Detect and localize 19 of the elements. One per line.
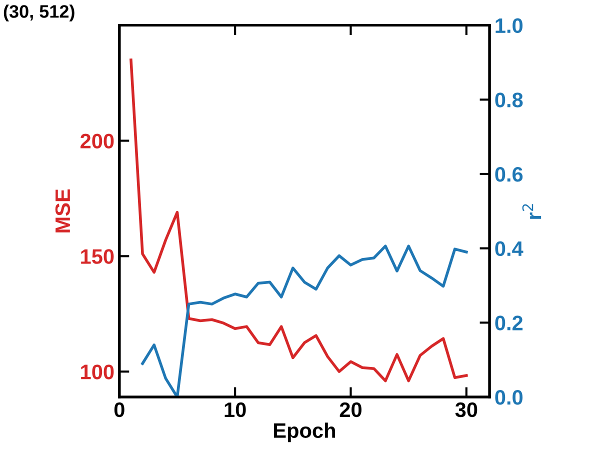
x-tick-label: 10 (224, 402, 246, 418)
y2-tick-label: 0.4 (495, 241, 524, 256)
y2-axis-title: r$^{2}$ (522, 204, 542, 219)
text: (30, 512) (4, 4, 74, 22)
y2-tick-label: 0.8 (495, 92, 523, 108)
line-series (141, 244, 468, 397)
y2-tick-label: 1.0 (496, 18, 523, 34)
y2-tick-label: 0.0 (495, 390, 523, 405)
y-tick-label: 100 (81, 364, 114, 380)
y2-tick-label: 0.2 (495, 316, 523, 330)
y-tick-label: 200 (80, 134, 114, 148)
y2-tick-label: 0.6 (495, 166, 523, 182)
y-tick-label: 150 (81, 249, 114, 264)
y-axis-title: MSE (55, 189, 70, 232)
x-axis-title: Epoch (274, 422, 336, 442)
x-tick-label: 30 (455, 402, 478, 418)
line-series (130, 58, 468, 382)
x-tick-label: 0 (114, 402, 124, 418)
x-tick-label: 20 (340, 402, 362, 418)
